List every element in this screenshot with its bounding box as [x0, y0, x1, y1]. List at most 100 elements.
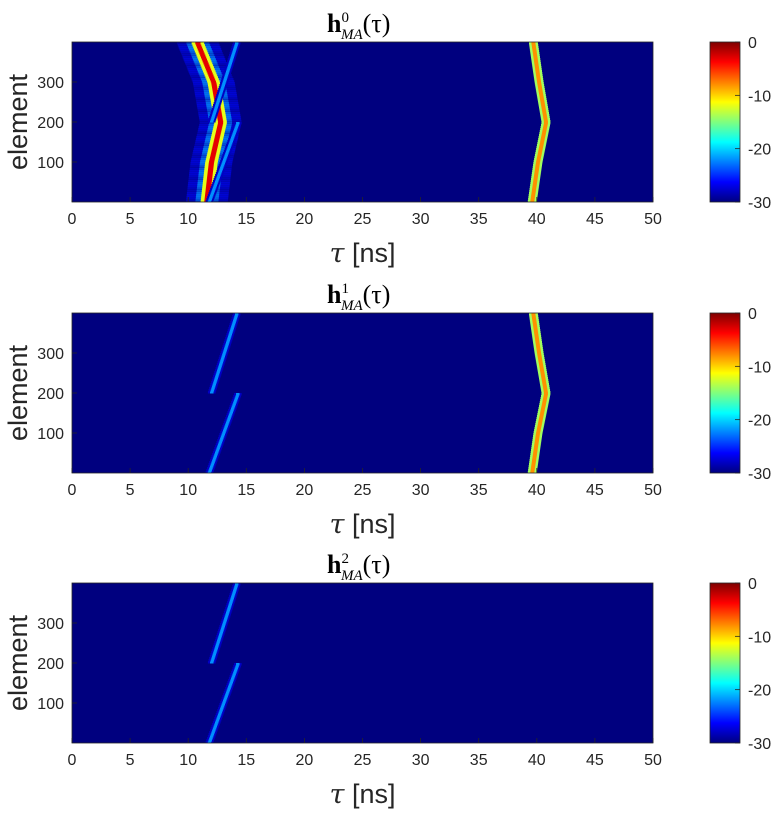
trace-cell [229, 331, 233, 334]
trace-cell [226, 148, 231, 151]
trace-cell [222, 351, 227, 354]
x-tick-label: 0 [68, 211, 77, 228]
trace-cell [209, 737, 213, 740]
y-tick-label: 100 [37, 426, 64, 443]
trace-cell [532, 46, 537, 49]
trace-cell [541, 132, 546, 135]
trace-cell [225, 423, 229, 426]
trace-cell [226, 609, 231, 612]
trace-cell [222, 160, 226, 163]
trace-cell [228, 142, 233, 145]
trace-cell [220, 86, 225, 89]
trace-cell [228, 333, 233, 336]
trace-cell [217, 116, 223, 119]
colorbar-tick-label: -30 [748, 736, 771, 753]
trace-cell [532, 48, 537, 51]
plot-area [72, 583, 653, 743]
trace-cell [535, 339, 540, 342]
trace-cell [231, 54, 235, 57]
trace-cell [233, 399, 238, 402]
trace-cell [231, 675, 236, 678]
trace-cell [530, 196, 535, 199]
trace-cell [213, 184, 218, 187]
trace-cell [220, 707, 224, 710]
colorbar-gradient [709, 41, 741, 203]
trace-cell [211, 655, 216, 658]
trace-cell [541, 403, 546, 406]
trace-cell [236, 122, 240, 125]
trace-cell [217, 637, 222, 640]
trace-cell [213, 725, 218, 728]
trace-cell [540, 138, 545, 141]
trace-cell [229, 140, 234, 143]
trace-cell [220, 88, 224, 91]
x-tick-label: 5 [126, 211, 135, 228]
trace-cell [214, 647, 218, 650]
x-tick-label: 35 [470, 211, 488, 228]
trace-cell [536, 76, 541, 79]
trace-cell [225, 341, 230, 344]
trace-cell [542, 112, 547, 115]
trace-cell [228, 415, 232, 418]
trace-cell [213, 108, 218, 111]
trace-cell [539, 413, 544, 416]
y-tick-label: 300 [37, 75, 64, 92]
trace-cell [210, 192, 215, 195]
trace-cell [536, 431, 541, 434]
trace-cell [536, 78, 541, 81]
trace-cell [228, 683, 233, 686]
trace-cell [234, 585, 238, 588]
trace-cell [534, 168, 539, 171]
trace-cell [541, 134, 546, 137]
trace-cell [534, 445, 539, 448]
trace-cell [221, 84, 226, 87]
plot-area [72, 42, 653, 202]
trace-cell [229, 599, 234, 602]
trace-cell [539, 92, 544, 95]
trace-cell [536, 347, 541, 350]
trace-cell [210, 463, 215, 466]
trace-cell [226, 419, 231, 422]
trace-cell [198, 50, 204, 53]
x-tick-label: 45 [586, 482, 604, 499]
trace-cell [211, 385, 216, 388]
trace-cell [210, 80, 216, 83]
trace-cell [531, 44, 536, 47]
trace-cell [211, 150, 217, 153]
x-tick-label: 30 [412, 211, 430, 228]
trace-cell [540, 369, 545, 372]
trace-cell [532, 186, 537, 189]
trace-cell [211, 114, 216, 117]
x-tick-label: 45 [586, 752, 604, 769]
x-tick-label: 20 [296, 211, 314, 228]
trace-cell [233, 130, 237, 133]
trace-cell [535, 70, 540, 73]
trace-cell [532, 453, 537, 456]
trace-cell [216, 447, 220, 450]
trace-cell [214, 136, 220, 139]
trace-cell [538, 359, 543, 362]
trace-cell [219, 90, 224, 93]
trace-cell [225, 693, 229, 696]
trace-cell [220, 357, 225, 360]
trace-cell [211, 148, 218, 151]
colorbar-tick-label: 0 [748, 35, 757, 52]
trace-cell [226, 689, 231, 692]
trace-cell [234, 583, 239, 586]
trace-cell [533, 54, 538, 57]
x-tick-label: 20 [296, 482, 314, 499]
x-tick-label: 35 [470, 482, 488, 499]
trace-cell [232, 673, 236, 676]
trace-cell [216, 641, 220, 644]
trace-cell [222, 431, 226, 434]
trace-cell [532, 184, 537, 187]
trace-cell [207, 172, 213, 175]
trace-cell [220, 166, 224, 169]
trace-cell [214, 453, 218, 456]
trace-cell [209, 78, 216, 81]
trace-cell [212, 186, 217, 189]
trace-cell [218, 363, 223, 366]
trace-cell [537, 84, 542, 87]
trace-cell [206, 70, 212, 73]
trace-cell [216, 112, 222, 115]
